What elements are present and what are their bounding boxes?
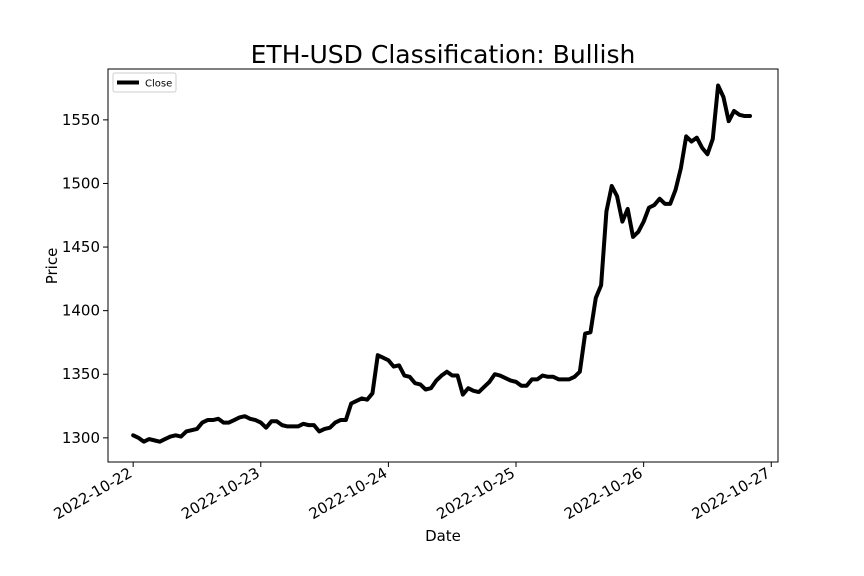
legend-box bbox=[112, 72, 177, 93]
legend: Close bbox=[112, 72, 177, 93]
y-tick-label: 1300 bbox=[62, 429, 100, 447]
legend-label-close: Close bbox=[145, 79, 172, 90]
y-tick-label: 1550 bbox=[62, 111, 100, 129]
y-axis-label: Price bbox=[43, 248, 61, 285]
series-line-close bbox=[131, 83, 752, 444]
y-axis: 1300 1350 1400 1450 1500 1550 bbox=[62, 111, 108, 447]
y-tick-label: 1450 bbox=[62, 238, 100, 256]
y-tick-label: 1400 bbox=[62, 302, 100, 320]
y-tick-label: 1350 bbox=[62, 365, 100, 383]
plot-area bbox=[107, 68, 779, 463]
y-tick-label: 1500 bbox=[62, 174, 100, 192]
x-axis-label: Date bbox=[425, 527, 461, 545]
chart-title: ETH-USD Classification: Bullish bbox=[251, 40, 636, 69]
